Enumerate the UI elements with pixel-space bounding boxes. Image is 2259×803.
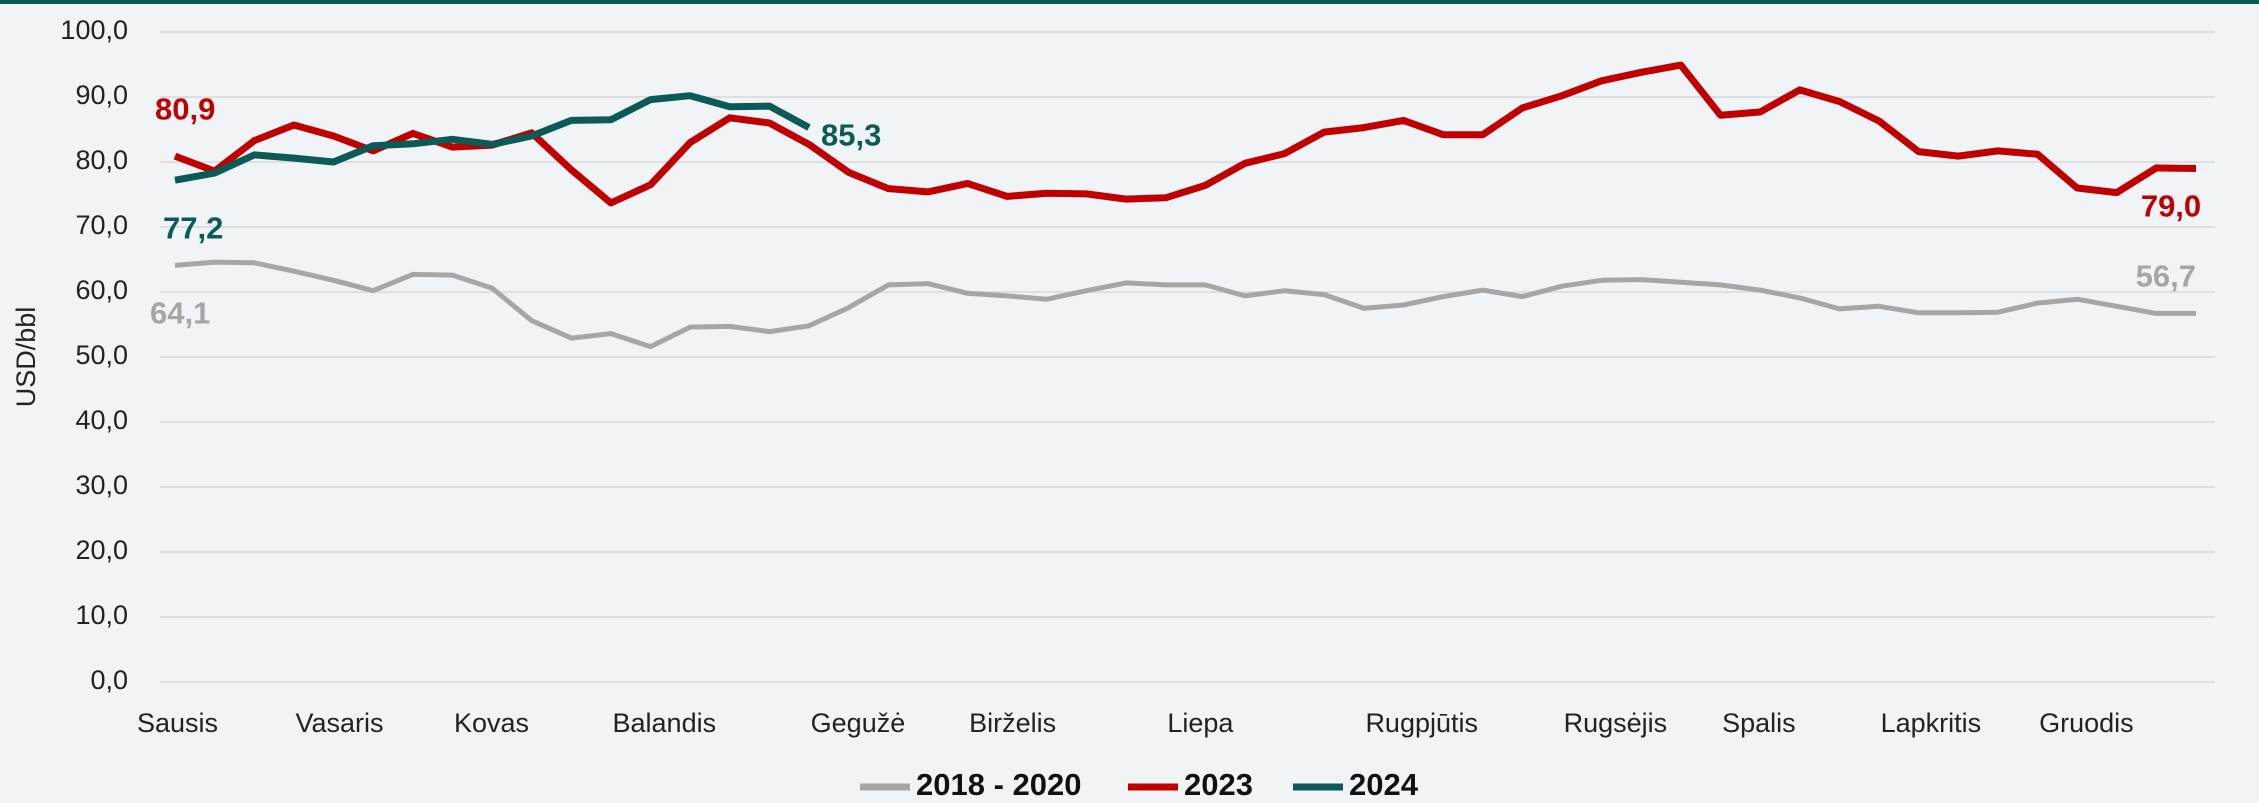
y-tick-label: 100,0 [60,15,128,45]
x-tick-label: Kovas [454,708,529,738]
data-label: 77,2 [163,210,223,245]
x-tick-label: Spalis [1722,708,1796,738]
y-tick-label: 50,0 [75,340,128,370]
x-tick-label: Balandis [613,708,717,738]
y-tick-label: 40,0 [75,405,128,435]
series-line [173,61,2197,207]
data-label: 64,1 [150,296,210,331]
y-tick-label: 0,0 [90,665,128,695]
data-label: 80,9 [155,91,215,126]
legend-label: 2024 [1349,767,1419,802]
y-tick-label: 80,0 [75,145,128,175]
legend-label: 2023 [1184,767,1253,802]
x-tick-label: Liepa [1167,708,1234,738]
x-tick-label: Gruodis [2039,708,2134,738]
y-tick-label: 20,0 [75,535,128,565]
y-axis-label: USD/bbl [11,307,41,408]
data-label: 85,3 [821,118,881,153]
x-tick-label: Lapkritis [1881,708,1982,738]
y-tick-label: 60,0 [75,275,128,305]
x-tick-label: Birželis [969,708,1056,738]
legend-label: 2018 - 2020 [916,767,1081,802]
y-tick-label: 30,0 [75,470,128,500]
y-tick-label: 10,0 [75,600,128,630]
x-tick-label: Rugpjūtis [1365,708,1478,738]
data-label: 56,7 [2136,259,2196,294]
series-line [174,259,2196,350]
x-tick-label: Gegužė [811,708,906,738]
y-tick-label: 90,0 [75,80,128,110]
x-tick-label: Sausis [137,708,218,738]
data-label: 79,0 [2141,189,2201,224]
x-tick-label: Rugsėjis [1564,708,1668,738]
top-border [0,0,2259,4]
y-tick-label: 70,0 [75,210,128,240]
series-line [174,92,811,184]
x-tick-label: Vasaris [296,708,384,738]
